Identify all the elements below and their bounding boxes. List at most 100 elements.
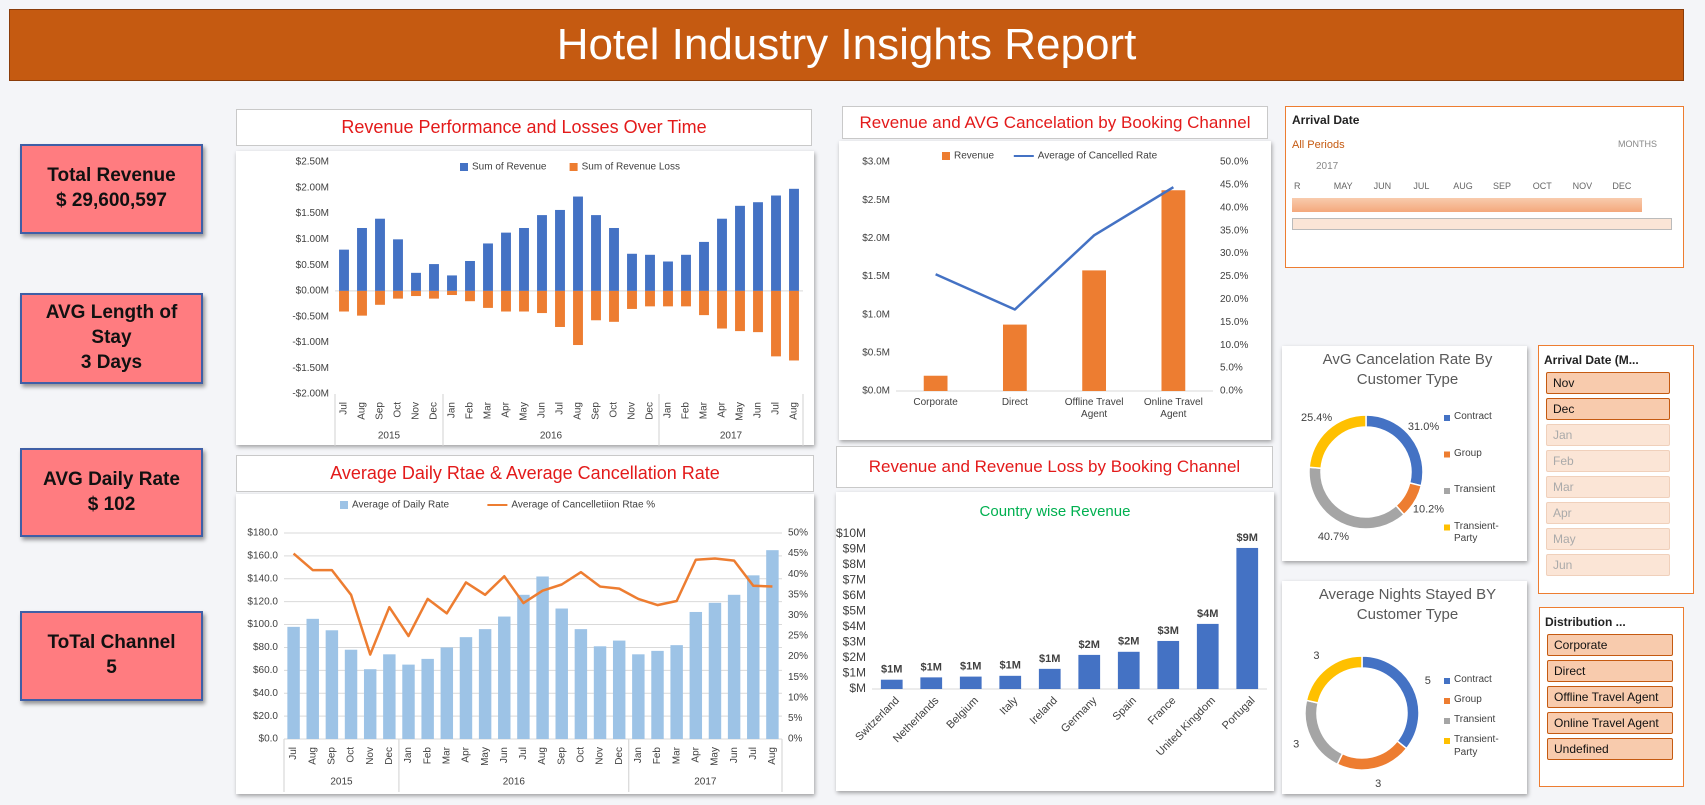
- chart-title: Revenue and AVG Cancelation by Booking C…: [842, 106, 1268, 139]
- value-label: 31.0%: [1408, 421, 1439, 433]
- x-tick-label: Oct: [609, 402, 620, 418]
- kpi-value: 5: [106, 657, 117, 678]
- slicer-item[interactable]: Apr: [1546, 502, 1670, 524]
- bar: [306, 618, 319, 739]
- y-tick-label: $5M: [843, 604, 866, 618]
- bar: [771, 195, 781, 291]
- timeline-period[interactable]: All Periods: [1292, 139, 1345, 151]
- y-tick-label: $3.0M: [862, 157, 890, 168]
- slicer-item[interactable]: May: [1546, 528, 1670, 550]
- y-tick-label: $4M: [843, 619, 866, 633]
- x-tick-label: Mar: [699, 401, 710, 419]
- bar: [393, 239, 403, 291]
- y-tick-label: $140.0: [247, 573, 278, 584]
- slicer-item[interactable]: Corporate: [1547, 634, 1673, 656]
- bar: [645, 254, 655, 291]
- bar: [753, 290, 763, 333]
- timeline-month: OCT: [1532, 181, 1552, 191]
- y2-tick-label: 10%: [788, 692, 808, 703]
- x-tick-label: Online Travel Agent: [1143, 397, 1203, 420]
- slicer-item[interactable]: Nov: [1546, 372, 1670, 394]
- y2-tick-label: 35.0%: [1220, 225, 1248, 236]
- y-tick-label: $M: [849, 681, 866, 695]
- bar: [766, 550, 779, 739]
- legend-swatch: [1444, 415, 1450, 421]
- x-tick-label: Jan: [403, 747, 414, 763]
- kpi-card: ToTal Channel 5: [20, 611, 203, 701]
- slicer-item[interactable]: Mar: [1546, 476, 1670, 498]
- bar: [501, 290, 511, 312]
- bar: [651, 650, 664, 739]
- timeline-scrollbar[interactable]: [1292, 218, 1672, 230]
- x-tick-label: Jun: [729, 747, 740, 763]
- legend-label: Average of Cancelled Rate: [1038, 151, 1158, 162]
- bar: [363, 669, 377, 739]
- y-tick-label: $2.00M: [296, 182, 329, 193]
- bar: [735, 290, 745, 332]
- slicer-item[interactable]: Dec: [1546, 398, 1670, 420]
- slicer-item[interactable]: Offline Travel Agent: [1547, 686, 1673, 708]
- slicer-item[interactable]: Online Travel Agent: [1547, 712, 1673, 734]
- x-tick-label: Belgium: [944, 695, 981, 732]
- slicer-item[interactable]: Feb: [1546, 450, 1670, 472]
- bar: [609, 290, 619, 322]
- bar: [344, 649, 358, 739]
- y2-tick-label: 50.0%: [1220, 157, 1248, 168]
- y2-tick-label: 40.0%: [1220, 202, 1248, 213]
- legend-label: Group: [1454, 694, 1482, 705]
- timeline-bar[interactable]: [1292, 198, 1642, 212]
- y-tick-label: $2.50M: [296, 157, 329, 168]
- x-tick-label: Jul: [288, 747, 299, 760]
- value-label: $1M: [921, 661, 942, 673]
- slicer-title: Arrival Date (M...: [1544, 353, 1639, 367]
- bar: [1236, 547, 1259, 689]
- bar: [632, 654, 645, 739]
- header-title: Hotel Industry Insights Report: [9, 9, 1684, 81]
- timeline-unit[interactable]: MONTHS: [1618, 139, 1657, 149]
- timeline-month: JUN: [1373, 181, 1392, 191]
- bar: [920, 677, 943, 689]
- bar: [465, 260, 475, 291]
- value-label: $1M: [881, 664, 902, 676]
- bar: [735, 205, 745, 291]
- value-label: $2M: [1118, 636, 1139, 648]
- bar: [411, 290, 421, 297]
- bar: [663, 261, 673, 291]
- bar: [483, 290, 493, 308]
- y2-tick-label: 10.0%: [1220, 340, 1248, 351]
- y-tick-label: $2M: [843, 650, 866, 664]
- x-tick-label: Ireland: [1028, 695, 1060, 727]
- slicer-item[interactable]: Jan: [1546, 424, 1670, 446]
- bar: [555, 209, 565, 291]
- slicer-item[interactable]: Direct: [1547, 660, 1673, 682]
- kpi-label: AVG Length of Stay: [45, 302, 178, 349]
- timeline-title: Arrival Date: [1292, 113, 1360, 127]
- bar: [663, 290, 673, 307]
- x-tick-label: Jan: [633, 747, 644, 763]
- y-tick-label: $10M: [836, 526, 866, 540]
- bar: [771, 290, 781, 357]
- bar: [1117, 651, 1140, 689]
- bar: [727, 594, 741, 739]
- x-tick-label: Sep: [591, 402, 602, 420]
- bar: [923, 375, 948, 391]
- bar: [1002, 324, 1027, 391]
- kpi-label: Total Revenue: [47, 165, 176, 187]
- bar: [574, 629, 588, 739]
- slicer-item[interactable]: Undefined: [1547, 738, 1673, 760]
- bar: [1078, 654, 1101, 689]
- bar: [375, 290, 385, 305]
- y-tick-label: $100.0: [247, 619, 278, 630]
- bar: [383, 654, 396, 739]
- bar: [287, 626, 300, 739]
- bar: [421, 658, 434, 739]
- kpi-card: AVG Daily Rate $ 102: [20, 448, 203, 537]
- slicer-title: Distribution ...: [1545, 615, 1626, 629]
- y-tick-label: $1.00M: [296, 234, 329, 245]
- slicer-item[interactable]: Jun: [1546, 554, 1670, 576]
- x-tick-label: Oct: [576, 747, 587, 763]
- bar: [612, 640, 626, 739]
- value-label: 25.4%: [1301, 412, 1332, 424]
- bar: [393, 290, 403, 299]
